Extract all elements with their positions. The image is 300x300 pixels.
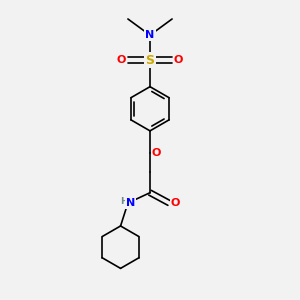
Text: O: O — [117, 55, 126, 65]
Text: N: N — [146, 30, 154, 40]
Text: S: S — [146, 54, 154, 67]
Text: H: H — [120, 197, 127, 206]
Text: O: O — [174, 55, 183, 65]
Text: N: N — [126, 198, 135, 208]
Text: O: O — [171, 198, 180, 208]
Text: O: O — [152, 148, 161, 158]
